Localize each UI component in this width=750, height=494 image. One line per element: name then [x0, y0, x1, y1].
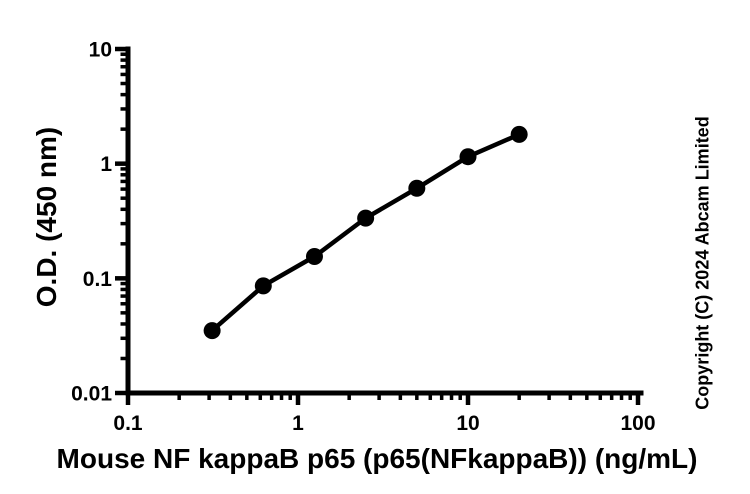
copyright-text: Copyright (C) 2024 Abcam Limited [692, 116, 712, 409]
axes-layer [115, 46, 644, 405]
y-tick-label: 0.01 [71, 383, 112, 406]
data-point-marker [254, 277, 272, 295]
data-point-marker [203, 322, 221, 340]
data-point-marker [510, 125, 528, 143]
y-tick-label: 10 [89, 39, 112, 62]
series-line [209, 132, 522, 333]
x-tick-label: 10 [456, 412, 479, 435]
data-point-marker [305, 248, 323, 266]
y-axis-title: O.D. (450 nm) [31, 127, 62, 307]
x-tick-label: 1 [292, 412, 304, 435]
data-point-marker [459, 148, 477, 166]
y-tick-label: 1 [100, 153, 112, 176]
x-tick-label: 0.1 [113, 412, 143, 435]
x-axis-title: Mouse NF kappaB p65 (p65(NFkappaB)) (ng/… [57, 443, 698, 474]
y-tick-label: 0.1 [83, 268, 113, 291]
x-tick-label: 100 [620, 412, 655, 435]
data-point-marker [408, 179, 426, 197]
data-point-marker [357, 209, 375, 227]
series-layer [203, 125, 528, 340]
